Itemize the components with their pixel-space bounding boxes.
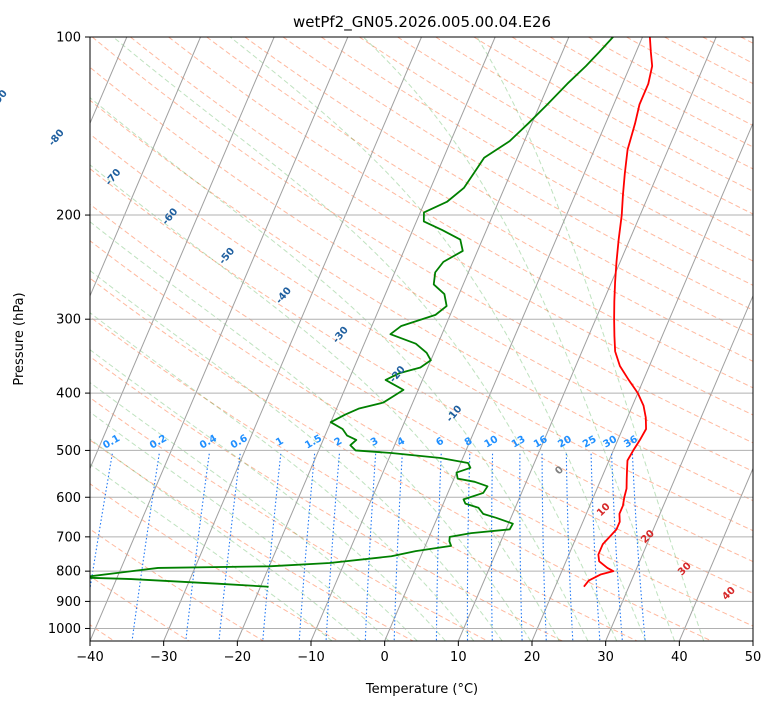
moist-adiabat-line [90, 349, 446, 641]
x-tick-label: 0 [381, 650, 389, 665]
isotherm-line [531, 122, 753, 641]
moist-adiabat-line [90, 97, 589, 641]
x-tick-label: −30 [150, 650, 177, 665]
x-tick-label: 10 [450, 650, 467, 665]
moist-adiabat-line [476, 37, 705, 641]
moist-adiabat-line [90, 411, 390, 641]
mixing-ratio-line [364, 453, 377, 641]
x-axis-label: Temperature (°C) [365, 682, 478, 697]
mixing-ratio-label: 8 [463, 436, 475, 449]
dry-adiabat-line [90, 133, 753, 532]
y-tick-label: 500 [56, 444, 81, 459]
isotherm-line [605, 294, 753, 641]
dry-adiabat-line [320, 37, 753, 286]
mixing-ratio-line [590, 453, 601, 641]
y-tick-label: 1000 [48, 622, 81, 637]
isotherm-line [457, 37, 717, 641]
moist-adiabat-line [90, 312, 475, 641]
profile-lines [90, 37, 654, 588]
mixing-ratio-label: 2 [333, 436, 345, 449]
dry-adiabat-line [90, 528, 264, 641]
dry-adiabat-line [90, 316, 638, 641]
dry-adiabat-line [90, 168, 753, 563]
y-tick-label: 400 [56, 387, 81, 402]
mixing-ratio-label: 3 [369, 436, 381, 449]
temperature-line [583, 37, 654, 588]
x-tick-label: 20 [524, 650, 541, 665]
mixing-ratio-line [466, 453, 471, 641]
mixing-ratio-line [393, 453, 403, 641]
mixing-ratio-line [519, 453, 523, 641]
y-tick-label: 700 [56, 530, 81, 545]
dry-adiabat-line [90, 203, 753, 594]
mixing-ratio-line [565, 453, 574, 641]
dry-adiabat-line [244, 37, 753, 336]
mixing-ratio-line [631, 453, 646, 641]
x-tick-label: 30 [597, 650, 614, 665]
y-tick-label: 300 [56, 313, 81, 328]
moist-adiabat-line [112, 37, 618, 641]
y-axis: 100 200 300 400 500 600 700 800 900 1000 [48, 31, 90, 637]
mixing-ratio-label: 4 [395, 436, 407, 449]
moist-adiabat-line [90, 463, 333, 641]
dry-adiabat-line [473, 37, 753, 192]
isotherm-line [90, 37, 201, 298]
x-tick-label: 50 [745, 650, 762, 665]
dry-adiabat-line [397, 37, 753, 238]
dry-adiabat-line [91, 37, 753, 444]
y-axis-label: Pressure (hPa) [12, 292, 27, 385]
dewpoint-line [90, 37, 614, 588]
x-tick-label: −20 [224, 650, 251, 665]
background-lines [0, 37, 753, 641]
isotherm-line [90, 37, 275, 470]
moist-adiabat-line [90, 164, 560, 641]
isotherm-line [236, 37, 496, 641]
dry-adiabat-line [90, 397, 488, 641]
dry-adiabat-label: -90 [0, 88, 10, 109]
y-tick-label: 900 [56, 595, 81, 610]
mixing-ratio-line [325, 453, 340, 641]
moist-adiabat-line [90, 381, 418, 641]
chart-title: wetPf2_GN05.2026.005.00.04.E26 [293, 13, 551, 32]
isotherm-line [90, 37, 349, 641]
boundary-line [0, 37, 1, 641]
moist-adiabat-line [90, 438, 361, 641]
moist-adiabat-line [362, 37, 676, 641]
dry-adiabat-line [168, 37, 753, 389]
plot-area [90, 37, 753, 641]
x-tick-label: −10 [297, 650, 324, 665]
dry-adiabat-label: -80 [47, 128, 67, 149]
dry-adiabat-line [206, 37, 753, 362]
mixing-ratio-line [611, 453, 623, 641]
dry-adiabat-line [90, 240, 753, 627]
dry-adiabat-line [549, 37, 753, 148]
isotherm-line [310, 37, 570, 641]
mixing-ratio-line [541, 453, 547, 641]
isotherm-line [163, 37, 422, 641]
dry-adiabat-line [90, 66, 753, 472]
y-tick-label: 600 [56, 491, 81, 506]
y-tick-label: 100 [56, 31, 81, 46]
x-tick-label: −40 [76, 650, 103, 665]
mixing-ratio-line [262, 453, 282, 641]
mixing-ratio-label: 6 [434, 436, 446, 449]
isotherm-line [384, 37, 643, 641]
isotherm-line [678, 467, 753, 641]
dry-adiabat-line [130, 37, 753, 416]
dry-adiabat-line [90, 277, 712, 641]
plot-frame [89, 36, 754, 642]
dry-adiabat-line [90, 439, 414, 641]
x-axis: −40 −30 −20 −10 0 10 20 30 40 50 [76, 641, 761, 665]
x-tick-label: 40 [671, 650, 688, 665]
y-tick-label: 800 [56, 565, 81, 580]
isotherm-line [752, 639, 753, 641]
mixing-ratio-line [298, 453, 316, 641]
moist-adiabat-line [90, 221, 532, 641]
mixing-ratio-line [491, 453, 494, 641]
mixing-ratio-label: 1 [274, 436, 286, 449]
y-tick-label: 200 [56, 209, 81, 224]
